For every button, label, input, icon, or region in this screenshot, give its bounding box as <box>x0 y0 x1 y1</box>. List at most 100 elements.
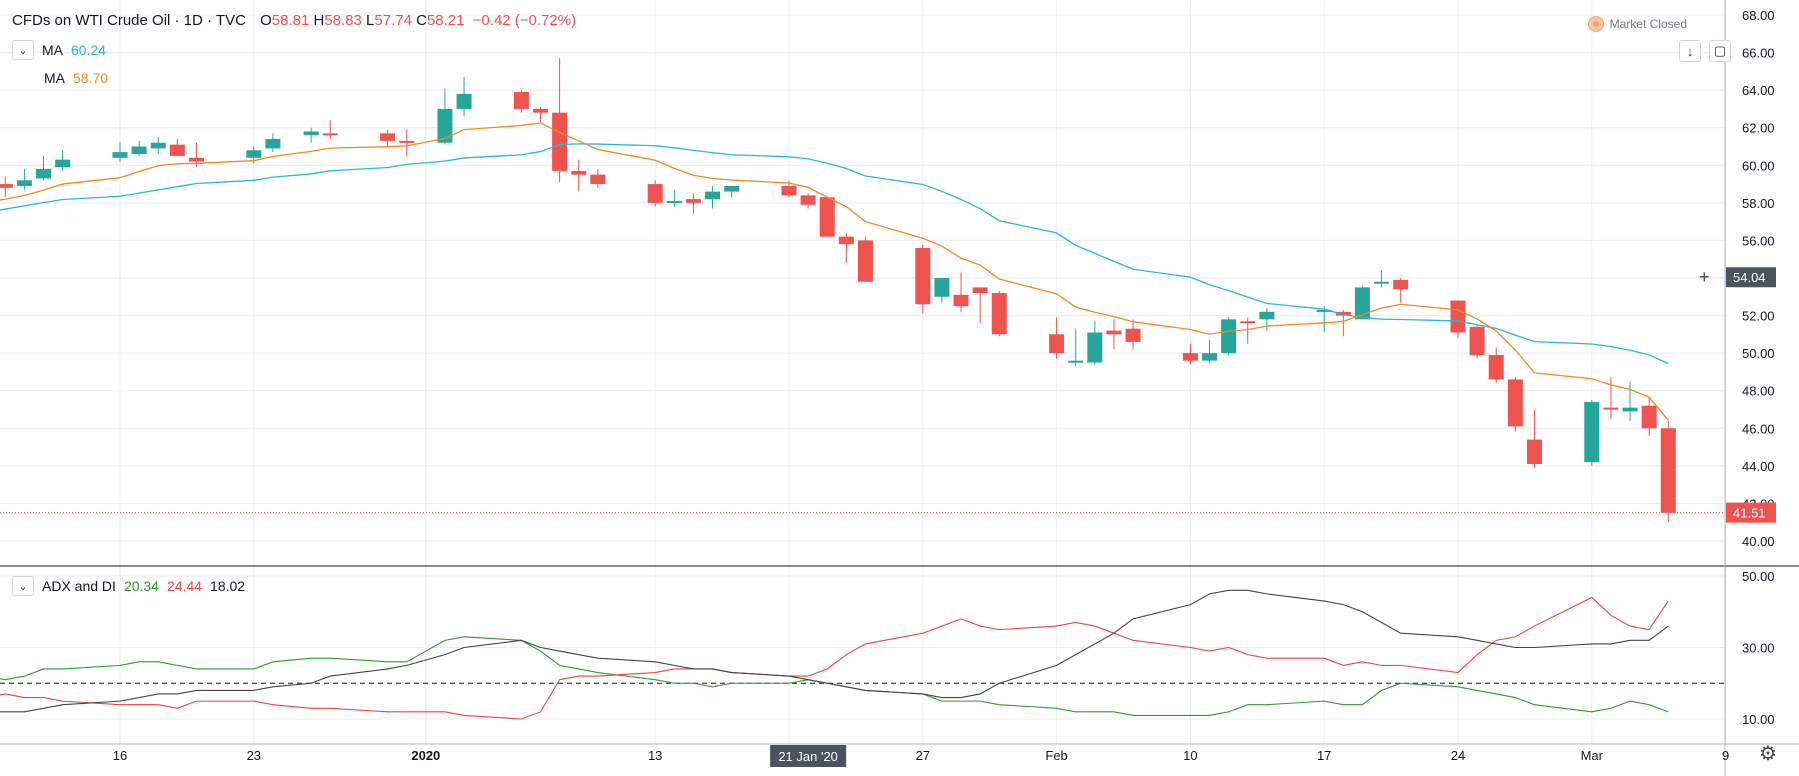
ma1-value: 60.24 <box>71 42 107 58</box>
candle-body <box>150 142 166 149</box>
candle-body <box>1202 353 1218 361</box>
crosshair-price-label: 54.04 <box>1733 270 1766 285</box>
candle-body <box>169 144 185 156</box>
symbol-title: CFDs on WTI Crude Oil · 1D · TVC <box>12 12 246 29</box>
candle-body <box>437 108 453 143</box>
candle-body <box>1221 319 1237 354</box>
high-value: 58.83 <box>324 12 362 29</box>
close-label: C <box>416 12 427 29</box>
candle-body <box>1393 279 1409 290</box>
arrow-down-icon: ↓ <box>1686 43 1694 59</box>
adx-value: 18.02 <box>210 578 246 594</box>
low-value: 57.74 <box>374 12 412 29</box>
chevron-down-icon: ⌄ <box>18 580 28 593</box>
last-price-tag <box>1726 502 1776 523</box>
candle-body <box>1469 326 1485 356</box>
di-minus-value: 24.44 <box>166 578 203 594</box>
adx-line <box>0 589 1669 713</box>
candle-body <box>724 185 740 192</box>
candle-body <box>1450 300 1466 333</box>
candle-body <box>36 169 52 179</box>
candle-body <box>934 278 950 297</box>
candle-body <box>399 140 415 143</box>
market-closed-icon <box>1587 16 1604 32</box>
candle-body <box>552 112 568 171</box>
ma2-value: 58.70 <box>73 70 109 86</box>
crosshair-time-label: 21 Jan '20 <box>778 749 838 764</box>
fullscreen-button[interactable]: ▢ <box>1709 40 1731 62</box>
ma-line-orange <box>0 122 1669 421</box>
ma2-label: MA <box>44 70 65 86</box>
candle-body <box>1526 439 1542 464</box>
adx-di-lines <box>0 589 1725 720</box>
candle-body <box>131 146 147 155</box>
price-tick-label: 64.00 <box>1742 83 1775 98</box>
candle-body <box>953 294 969 307</box>
candle-body <box>915 247 931 305</box>
candle-body <box>246 150 262 158</box>
candle-body <box>1622 407 1638 412</box>
time-tick-label: 13 <box>648 748 662 763</box>
price-tick-label: 66.00 <box>1742 46 1775 61</box>
candlestick-series <box>0 58 1676 523</box>
candle-body <box>112 152 128 158</box>
candle-body <box>265 138 281 149</box>
time-tick-label: 16 <box>113 748 127 763</box>
price-tick-label: 58.00 <box>1742 196 1775 211</box>
low-label: L <box>366 12 375 29</box>
chart-header: CFDs on WTI Crude Oil · 1D · TVC O58.81 … <box>12 12 576 29</box>
legend-collapse-toggle[interactable]: ⌄ <box>12 40 34 60</box>
time-tick-label: 10 <box>1183 748 1197 763</box>
candle-body <box>571 170 587 175</box>
candle-body <box>1488 355 1504 380</box>
adx-tick-label: 30.00 <box>1742 641 1775 656</box>
open-value: 58.81 <box>271 12 310 29</box>
adx-tick-label: 50.00 <box>1742 569 1775 584</box>
close-value: 58.21 <box>426 12 465 29</box>
candle-body <box>781 185 797 196</box>
adx-collapse-toggle[interactable]: ⌄ <box>12 576 34 596</box>
di-plus-line <box>0 636 1669 716</box>
ma-line-cyan <box>0 143 1669 365</box>
candle-body <box>1240 321 1256 324</box>
ma1-legend: ⌄ MA 60.24 <box>12 40 106 60</box>
settings-button[interactable]: ⚙ <box>1753 738 1783 768</box>
gear-icon: ⚙ <box>1759 742 1777 765</box>
candle-body <box>513 92 529 109</box>
price-grid <box>0 0 1727 566</box>
candle-body <box>838 236 854 245</box>
time-tick-label: 2020 <box>411 748 440 763</box>
di-minus-line <box>0 596 1669 720</box>
candle-body <box>972 287 988 294</box>
time-tick-label: 9 <box>1722 748 1729 763</box>
high-label: H <box>313 12 325 29</box>
candle-body <box>590 174 606 185</box>
market-status-label: Market Closed <box>1609 17 1687 31</box>
candle-body <box>1125 328 1141 342</box>
time-tick-label: 27 <box>916 748 930 763</box>
candle-body <box>1374 281 1390 284</box>
candle-body <box>1603 407 1619 410</box>
candle-body <box>1106 330 1122 335</box>
candle-body <box>1087 332 1103 363</box>
time-tick-label: 17 <box>1317 748 1331 763</box>
adx-tick-label: 10.00 <box>1742 712 1775 727</box>
candle-body <box>685 199 701 203</box>
candle-body <box>991 293 1007 335</box>
price-tick-label: 56.00 <box>1742 233 1775 248</box>
price-tick-label: 48.00 <box>1742 384 1775 399</box>
time-tick-label: Feb <box>1045 748 1067 763</box>
last-price-label: 41.51 <box>1733 506 1766 521</box>
ma2-legend: MA 58.70 <box>44 70 108 86</box>
candle-body <box>1660 428 1676 513</box>
di-plus-value: 20.34 <box>123 578 159 594</box>
candle-body <box>380 133 396 141</box>
candle-body <box>188 157 204 162</box>
candle-body <box>819 197 835 237</box>
open-label: O <box>260 12 272 29</box>
candle-body <box>705 191 721 200</box>
download-button[interactable]: ↓ <box>1679 40 1701 62</box>
candle-body <box>647 184 663 203</box>
time-tick-label: Mar <box>1581 748 1604 763</box>
